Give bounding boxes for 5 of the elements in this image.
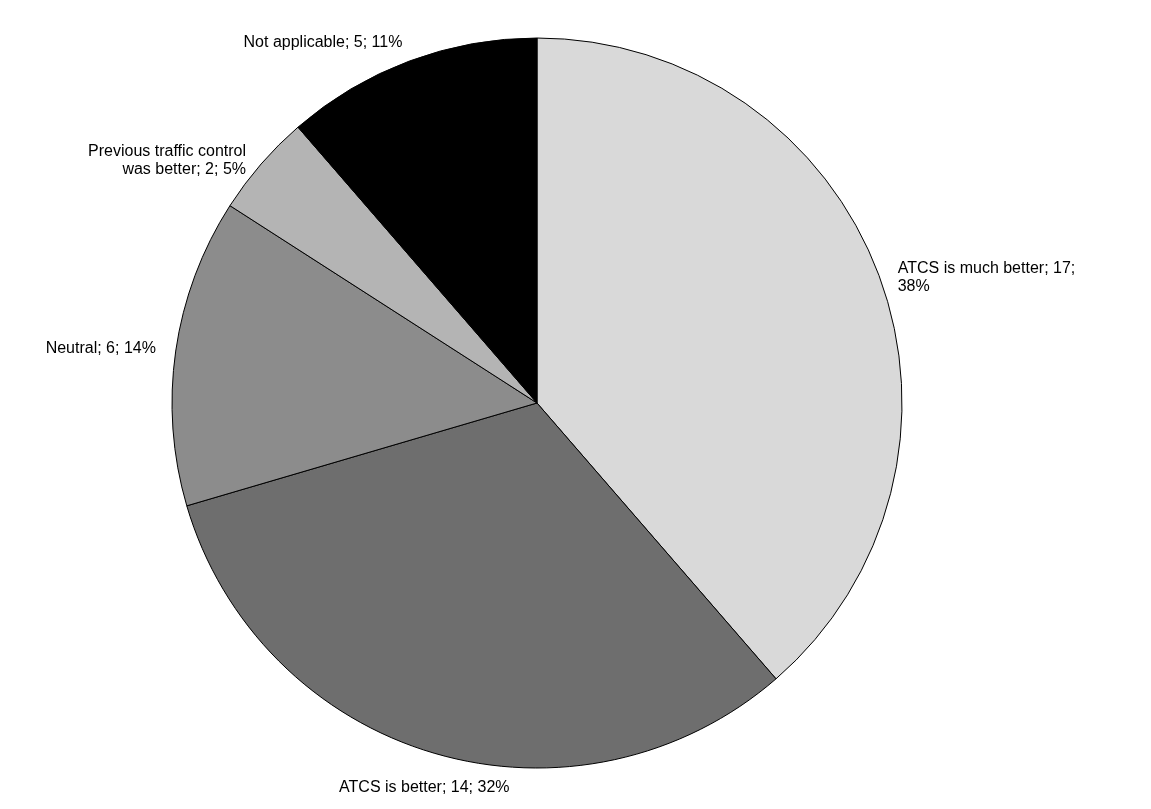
slice-label: Previous traffic control was better; 2; 5% — [88, 141, 247, 177]
slice-label: Neutral; 6; 14% — [45, 339, 156, 357]
slice-label: ATCS is much better; 17; 38% — [897, 259, 1076, 295]
slice-label: ATCS is better; 14; 32% — [339, 777, 510, 795]
slice-label: Not applicable; 5; 11% — [243, 33, 403, 51]
